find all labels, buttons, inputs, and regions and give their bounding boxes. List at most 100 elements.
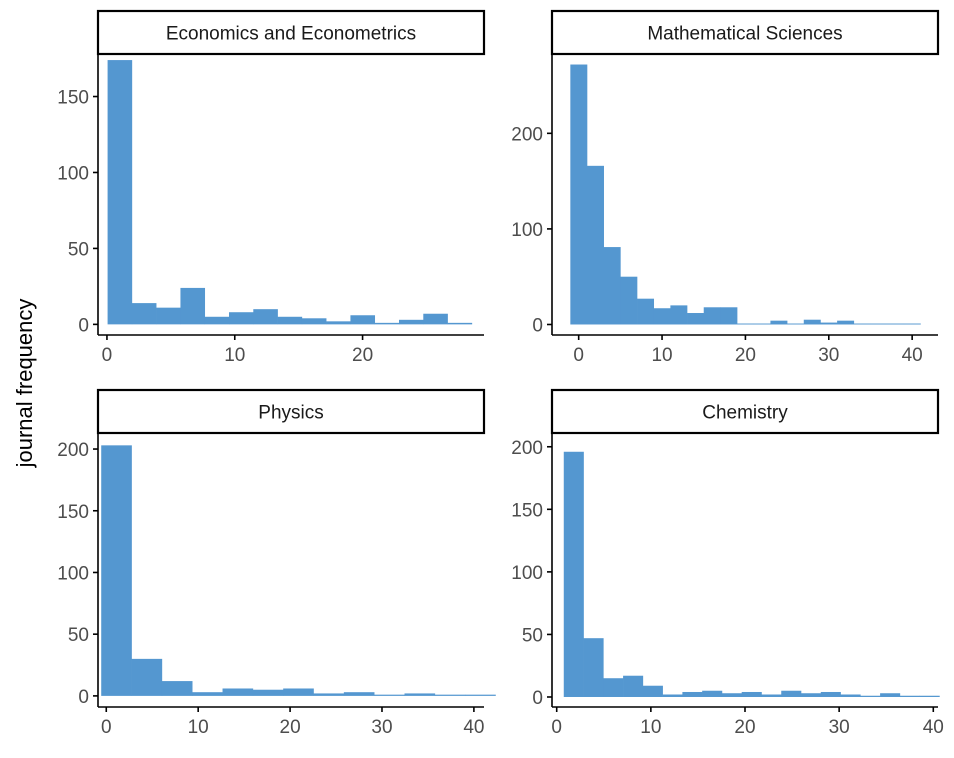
facet-panel-1: Economics and Econometrics 0 50 100 150 0 10 20 xyxy=(57,9,486,366)
histogram-bar xyxy=(860,695,881,697)
histogram-bar xyxy=(820,322,838,325)
y-tick-label: 0 xyxy=(78,315,89,336)
x-tick-label: 10 xyxy=(224,345,245,366)
histogram-bar xyxy=(820,691,841,697)
y-tick-label: 200 xyxy=(511,438,543,459)
histogram-bar xyxy=(252,689,284,696)
histogram-bar xyxy=(720,307,738,325)
histogram-bar xyxy=(107,60,133,325)
histogram-bar xyxy=(423,313,448,325)
y-tick-label: 100 xyxy=(511,563,543,584)
histogram-bar xyxy=(620,276,638,325)
histogram-bar xyxy=(703,307,721,325)
y-tick-label: 150 xyxy=(511,500,543,521)
histogram-bar xyxy=(741,691,762,697)
x-tick-label: 30 xyxy=(371,717,392,738)
histogram-bar xyxy=(101,445,132,696)
histogram-bar xyxy=(350,315,376,325)
x-tick-label: 0 xyxy=(551,717,562,738)
histogram-bar xyxy=(313,693,345,696)
histogram-bar xyxy=(642,685,663,697)
histogram-bar xyxy=(161,681,193,696)
x-tick-label: 20 xyxy=(280,717,301,738)
x-tick-label: 30 xyxy=(818,345,839,366)
histogram-bar xyxy=(880,693,901,697)
y-tick-label: 200 xyxy=(511,124,543,145)
histogram-bar xyxy=(837,320,855,325)
y-tick-label: 100 xyxy=(57,163,89,184)
histogram-bar xyxy=(687,313,705,325)
histogram-bar xyxy=(603,678,624,697)
y-tick-label: 0 xyxy=(532,688,543,709)
y-tick-label: 150 xyxy=(57,88,89,109)
histogram-bar xyxy=(803,319,821,325)
facet-panel-2: Mathematical Sciences 0 100 200 0 10 20 30 40 xyxy=(511,9,940,366)
histogram-bar xyxy=(343,692,375,696)
y-tick-label: 0 xyxy=(532,315,543,336)
facet-title: Economics and Econometrics xyxy=(166,24,416,45)
histogram-bar xyxy=(229,312,254,325)
histogram-bar xyxy=(787,323,805,325)
histogram-bar xyxy=(899,695,920,697)
histogram-bar xyxy=(563,451,584,697)
x-tick-label: 30 xyxy=(829,717,850,738)
x-tick-label: 20 xyxy=(734,717,755,738)
y-tick-label: 50 xyxy=(68,239,89,260)
histogram-bar xyxy=(374,694,405,696)
histogram-bar xyxy=(603,247,621,325)
histogram-bar xyxy=(180,287,206,325)
y-tick-label: 100 xyxy=(511,220,543,241)
histogram-bar xyxy=(301,318,327,325)
histogram-bar xyxy=(277,316,303,325)
histogram-bar xyxy=(870,323,888,325)
histogram-bar xyxy=(670,305,688,325)
histogram-bar xyxy=(283,688,314,696)
histogram-bar xyxy=(131,303,157,325)
facet-strip xyxy=(96,388,486,435)
histogram-bar xyxy=(721,693,743,697)
histogram-bar xyxy=(447,322,473,325)
histogram-bar xyxy=(702,690,723,697)
facet-strip xyxy=(96,9,486,56)
histogram-bar xyxy=(623,675,644,697)
y-tick-label: 0 xyxy=(78,687,89,708)
y-tick-label: 50 xyxy=(68,625,89,646)
histogram-bar xyxy=(761,694,782,697)
histogram-bar xyxy=(404,693,436,696)
histogram-bar xyxy=(770,320,788,325)
x-tick-label: 0 xyxy=(102,345,113,366)
x-tick-label: 40 xyxy=(923,717,944,738)
histogram-bar xyxy=(326,321,351,325)
histogram-bar xyxy=(204,316,230,325)
histogram-bar xyxy=(465,694,496,696)
histogram-bar xyxy=(801,693,822,697)
x-tick-label: 0 xyxy=(573,345,584,366)
histogram-bar xyxy=(662,694,683,697)
y-tick-label: 150 xyxy=(57,502,89,523)
y-tick-label: 50 xyxy=(522,625,543,646)
histogram-bar xyxy=(753,323,771,325)
histogram-bar xyxy=(919,695,940,697)
facet-title: Chemistry xyxy=(702,403,788,424)
y-axis-title: journal frequency xyxy=(12,299,37,469)
facet-title: Physics xyxy=(258,403,323,424)
y-tick-label: 100 xyxy=(57,563,89,584)
x-tick-label: 10 xyxy=(188,717,209,738)
histogram-bar xyxy=(374,322,400,325)
x-tick-label: 20 xyxy=(735,345,756,366)
facet-panel-3: Physics 0 50 100 150 200 0 10 20 30 40 xyxy=(57,388,496,738)
x-tick-label: 10 xyxy=(640,717,661,738)
histogram-bar xyxy=(737,323,755,325)
histogram-bar xyxy=(156,307,181,325)
histogram-bar xyxy=(682,691,703,697)
histogram-bar xyxy=(653,308,671,325)
histogram-bar xyxy=(853,323,871,325)
x-tick-label: 20 xyxy=(352,345,373,366)
histogram-bar xyxy=(587,165,604,325)
histogram-bar xyxy=(637,298,655,325)
histogram-bar xyxy=(887,323,905,325)
x-tick-label: 0 xyxy=(101,717,112,738)
histogram-bar xyxy=(570,64,588,325)
histogram-bar xyxy=(222,688,254,696)
